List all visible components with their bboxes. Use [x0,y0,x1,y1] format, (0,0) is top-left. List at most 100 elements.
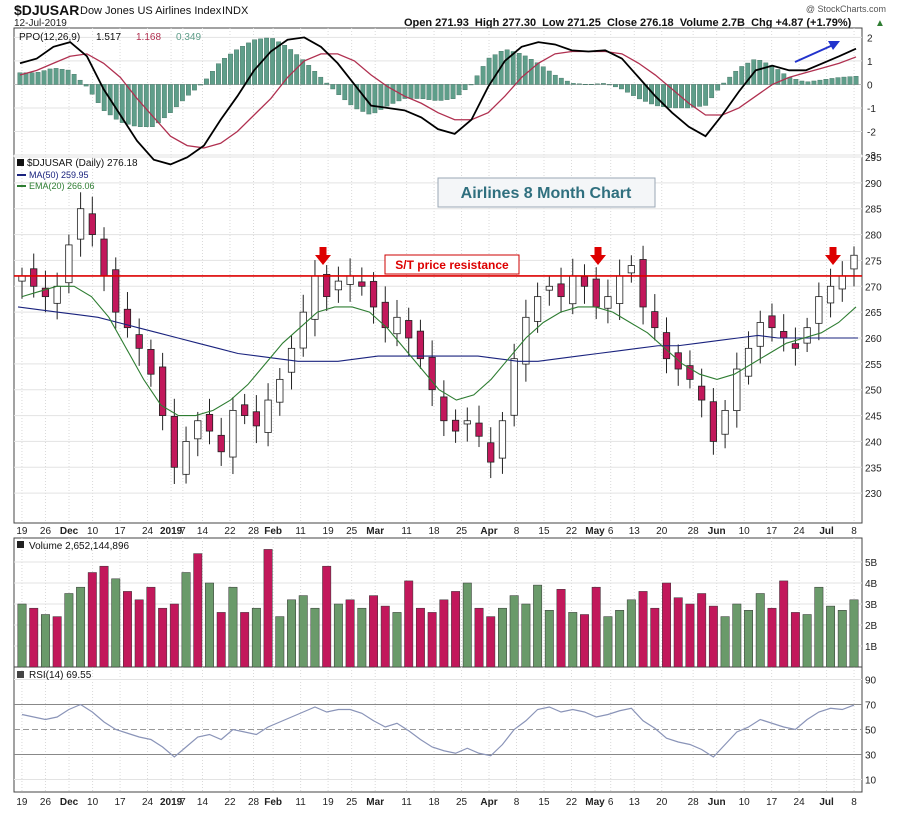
price-y-tick: 255 [865,360,882,371]
ppo-histogram-bar [582,84,588,85]
ppo-panel [14,36,862,166]
ppo-histogram-bar [438,84,444,101]
x-tick-label: 2019 [160,797,183,808]
volume-bar [837,610,847,668]
volume-bar [158,607,168,668]
volume-bar [498,607,507,668]
x-tick-label: 18 [429,797,441,808]
rsi-y-tick: 70 [865,701,877,712]
ppo-histogram-bar [558,77,564,85]
volume-bar [345,599,355,668]
candle-body [569,275,577,305]
volume-bar [193,553,203,668]
ppo-histogram-bar [101,84,107,111]
candle-body [791,343,800,349]
ppo-histogram-bar [444,84,450,100]
volume-y-tick: 3B [865,600,878,611]
ppo-histogram-bar [462,84,468,91]
ppo-histogram-bar [414,84,420,99]
volume-y-tick: 4B [865,579,878,590]
candle-body [135,334,143,349]
ppo-histogram-bar [47,68,53,85]
volume-bar [591,586,601,668]
candle-body [30,268,38,287]
ppo-histogram-bar [661,84,666,107]
x-tick-label: Jul [819,797,834,808]
x-tick-label: 22 [566,797,578,808]
ppo-histogram-bar [727,76,733,85]
volume-bar [568,612,578,668]
ppo-y-tick: 0 [867,80,873,91]
candle-body [545,285,553,291]
volume-bar [580,614,589,668]
resistance-arrow-head [315,255,331,265]
candle-body [826,285,835,304]
ppo-histogram-bar [29,72,35,85]
ppo-histogram-bar [378,84,384,110]
ppo-histogram-bar [330,84,336,90]
candle-body [323,273,331,298]
x-tick-label: Apr [480,526,497,537]
volume-bar [251,607,261,668]
candle-body [112,269,120,313]
price-legend: $DJUSAR (Daily) 276.18 [27,158,138,169]
x-tick-label: Jun [708,797,726,808]
volume-bar [29,607,39,668]
volume-bar [87,572,97,668]
volume-bar [216,612,226,668]
volume-bar [650,607,660,668]
candle-body [510,358,518,416]
volume-y-tick: 5B [865,558,878,569]
candle-body [334,280,343,291]
ma50-line [17,306,858,362]
x-tick-label: 8 [514,526,520,537]
ppo-trend-arrow-shaft [794,44,834,63]
x-tick-label: 8 [851,526,857,537]
candle-body [780,331,788,339]
x-tick-label: 15 [538,526,550,537]
candle-body [744,347,753,377]
ppo-histogram-bar [300,59,306,85]
x-tick-label: 28 [248,797,260,808]
ppo-histogram-bar [155,84,161,124]
ppo-histogram-bar [480,66,486,85]
ppo-trend-arrow-head [828,41,840,50]
ppo-histogram-bar [282,44,288,85]
volume-bar [849,599,859,668]
ppo-histogram-bar [192,84,197,91]
ppo-histogram-bar [492,54,498,85]
candle-body [768,315,776,329]
candle-body [358,281,366,287]
resistance-label: S/T price resistance [395,258,509,272]
x-tick-label: 6 [608,797,614,808]
volume-bar [310,607,320,668]
ppo-histogram-bar [59,68,65,85]
x-tick-label: 25 [456,526,468,537]
candle-body [65,244,73,284]
x-tick-label: Apr [480,797,497,808]
volume-bar [521,603,531,668]
volume-bar [333,603,343,668]
ppo-histogram-bar [504,49,510,85]
ppo-legend-value: 1.517 [96,32,121,43]
resistance-arrow-head [825,255,841,265]
x-tick-label: 22 [566,526,578,537]
candle-body [709,401,717,442]
ppo-y-tick: 1 [867,57,873,68]
x-tick-label: May [585,526,605,537]
candle-body [393,316,401,335]
quote-line: Open 271.93 High 277.30 Low 271.25 Close… [404,17,852,29]
ppo-y-tick: -3 [867,151,876,162]
volume-y-tick: 1B [865,642,878,653]
index-name: Dow Jones US Airlines Index [80,5,222,17]
ppo-histogram-bar [294,54,300,85]
ppo-histogram-bar [763,62,769,85]
x-tick-label: 17 [114,526,126,537]
volume-bar [685,603,695,668]
ppo-histogram-bar [613,84,618,88]
volume-bar [732,603,742,668]
ppo-histogram-bar [697,84,703,107]
x-tick-label: 2019 [160,526,183,537]
ppo-histogram-bar [691,84,697,108]
ppo-histogram-bar [173,84,179,108]
